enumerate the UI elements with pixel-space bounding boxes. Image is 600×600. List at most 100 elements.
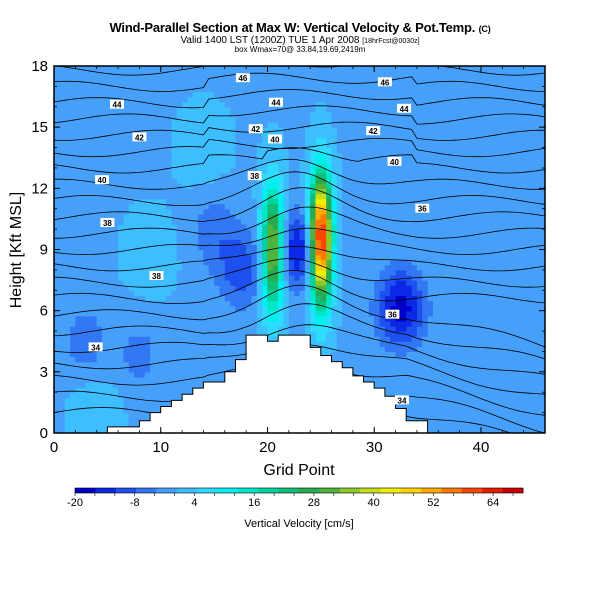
velocity-cell (118, 152, 124, 159)
velocity-cell (96, 213, 103, 220)
velocity-cell (384, 167, 391, 174)
velocity-cell (176, 101, 183, 108)
velocity-cell (112, 300, 119, 307)
velocity-cell (139, 218, 146, 225)
velocity-cell (160, 392, 167, 398)
velocity-cell (128, 259, 135, 266)
velocity-cell (166, 213, 173, 220)
velocity-cell (235, 127, 242, 133)
velocity-cell (70, 162, 76, 169)
velocity-cell (374, 157, 381, 164)
velocity-cell (198, 116, 205, 123)
velocity-cell (262, 280, 269, 286)
velocity-cell (208, 336, 215, 342)
velocity-cell (192, 249, 199, 256)
velocity-cell (75, 269, 82, 276)
velocity-cell (176, 361, 183, 368)
velocity-cell (390, 213, 397, 220)
velocity-cell (374, 305, 381, 312)
velocity-cell (75, 173, 82, 179)
velocity-cell (336, 142, 343, 149)
velocity-cell (352, 366, 359, 373)
velocity-cell (182, 152, 189, 159)
velocity-cell (411, 407, 418, 414)
velocity-cell (336, 66, 343, 72)
velocity-cell (123, 397, 130, 404)
velocity-cell (128, 111, 135, 118)
velocity-cell (182, 269, 189, 276)
velocity-cell (299, 81, 306, 87)
velocity-cell (406, 341, 413, 347)
velocity-cell (342, 157, 349, 164)
velocity-cell (315, 106, 322, 113)
velocity-cell (214, 127, 221, 133)
velocity-cell (219, 290, 226, 296)
velocity-cell (75, 280, 82, 286)
velocity-cell (347, 269, 354, 276)
velocity-cell (160, 147, 167, 154)
velocity-cell (208, 300, 215, 307)
velocity-cell (390, 229, 397, 235)
velocity-cell (272, 336, 279, 342)
velocity-cell (336, 71, 343, 77)
velocity-cell (235, 106, 242, 113)
velocity-cell (406, 382, 413, 388)
velocity-cell (139, 213, 146, 220)
velocity-cell (358, 86, 365, 93)
velocity-cell (299, 86, 306, 93)
velocity-cell (224, 285, 231, 291)
velocity-cell (395, 325, 402, 332)
velocity-cell (54, 208, 60, 215)
velocity-cell (171, 167, 178, 174)
velocity-cell (80, 218, 87, 225)
velocity-cell (230, 315, 237, 322)
velocity-cell (144, 412, 151, 419)
velocity-cell (187, 193, 194, 200)
velocity-cell (150, 254, 157, 261)
velocity-cell (352, 346, 359, 353)
velocity-cell (107, 81, 114, 87)
velocity-cell (123, 412, 130, 419)
velocity-cell (411, 392, 418, 398)
velocity-cell (155, 86, 162, 93)
velocity-cell (224, 239, 231, 246)
velocity-cell (70, 208, 76, 215)
velocity-cell (411, 111, 418, 118)
velocity-cell (187, 127, 194, 133)
velocity-cell (331, 157, 338, 164)
velocity-cell (384, 208, 391, 215)
velocity-cell (256, 66, 263, 72)
velocity-cell (240, 66, 247, 72)
velocity-cell (64, 152, 71, 159)
velocity-cell (304, 300, 311, 307)
velocity-cell (150, 229, 157, 235)
velocity-cell (342, 356, 349, 363)
velocity-cell (208, 218, 215, 225)
velocity-cell (400, 274, 407, 281)
velocity-cell (182, 239, 189, 246)
velocity-cell (347, 315, 354, 322)
velocity-cell (219, 71, 226, 77)
velocity-cell (171, 356, 178, 363)
velocity-cell (171, 157, 178, 164)
velocity-cell (54, 76, 60, 82)
velocity-cell (160, 229, 167, 235)
velocity-cell (390, 290, 397, 296)
velocity-cell (198, 142, 205, 149)
velocity-cell (304, 152, 311, 159)
velocity-cell (96, 320, 103, 327)
velocity-cell (118, 305, 124, 312)
velocity-cell (80, 91, 87, 98)
velocity-cell (224, 101, 231, 108)
velocity-cell (102, 397, 108, 404)
velocity-cell (139, 280, 146, 286)
velocity-cell (150, 320, 157, 327)
velocity-cell (299, 167, 306, 174)
velocity-cell (123, 274, 130, 281)
velocity-cell (283, 295, 290, 302)
velocity-cell (128, 152, 135, 159)
velocity-cell (331, 111, 338, 118)
velocity-cell (112, 173, 119, 179)
velocity-cell (363, 305, 370, 312)
velocity-cell (214, 173, 221, 179)
